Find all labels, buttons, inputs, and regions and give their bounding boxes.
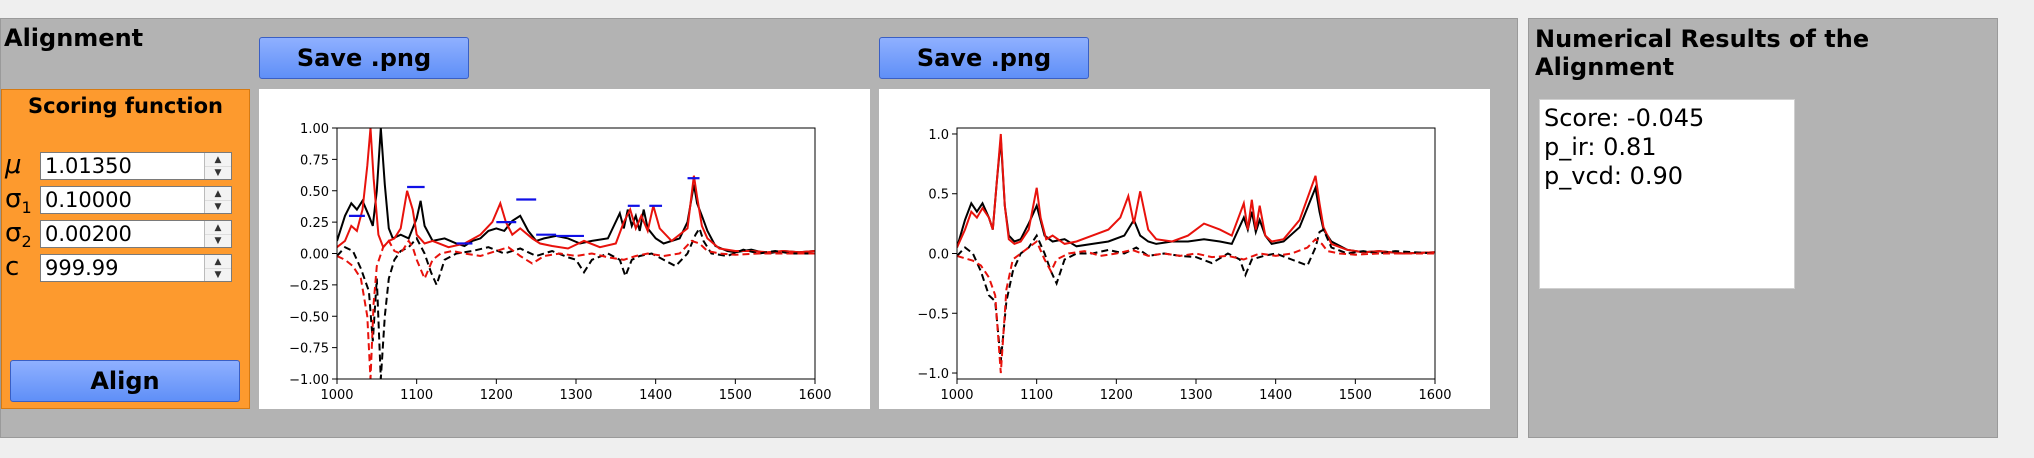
series-line-3 (957, 237, 1435, 374)
y-tick-label: 1.0 (928, 128, 949, 143)
sigma1-spinner[interactable]: ▲ ▼ (204, 187, 231, 213)
p-vcd-value: p_vcd: 0.90 (1544, 162, 1684, 190)
y-tick-label: −0.50 (289, 310, 329, 325)
series-line-0 (957, 138, 1435, 255)
series-line-1 (337, 128, 815, 254)
plot-area (337, 128, 815, 379)
y-tick-label: 0.25 (300, 216, 329, 231)
series-line-3 (337, 239, 815, 379)
x-tick-label: 1000 (320, 388, 353, 403)
y-tick-label: 0.5 (928, 188, 949, 203)
spin-up-icon[interactable]: ▲ (205, 221, 231, 235)
y-tick-label: 0.75 (300, 153, 329, 168)
c-spinner[interactable]: ▲ ▼ (204, 255, 231, 281)
x-tick-label: 1100 (1020, 388, 1053, 403)
x-tick-label: 1500 (1339, 388, 1372, 403)
y-tick-label: −0.25 (289, 279, 329, 294)
param-row-sigma1: σ1 0.10000 ▲ ▼ (2, 184, 242, 217)
x-tick-label: 1000 (940, 388, 973, 403)
spin-up-icon[interactable]: ▲ (205, 153, 231, 167)
scoring-function-box: Scoring function μ 1.01350 ▲ ▼ σ1 0.1000… (1, 89, 250, 409)
spin-down-icon[interactable]: ▼ (214, 201, 222, 212)
chart-1-svg: 1000 1100 1200 1300 1400 1500 1600 1.00 0.75 0.50… (289, 122, 831, 403)
results-panel: Numerical Results of the Alignment Score… (1528, 18, 1998, 438)
c-input[interactable]: 999.99 ▲ ▼ (40, 254, 232, 282)
sigma2-input[interactable]: 0.00200 ▲ ▼ (40, 220, 232, 248)
param-row-c: c 999.99 ▲ ▼ (2, 252, 242, 282)
p-ir-value: p_ir: 0.81 (1544, 133, 1657, 161)
x-tick-label: 1400 (639, 388, 672, 403)
x-tick-label: 1300 (1179, 388, 1212, 403)
save-png-button-2[interactable]: Save .png (879, 37, 1089, 79)
sigma2-spinner[interactable]: ▲ ▼ (204, 221, 231, 247)
y-tick-label: 0.0 (928, 248, 949, 263)
y-tick-label: −1.0 (917, 367, 949, 382)
save-png-button-1[interactable]: Save .png (259, 37, 469, 79)
results-title: Numerical Results of the Alignment (1535, 25, 1870, 81)
x-tick-label: 1200 (1100, 388, 1133, 403)
param-row-mu: μ 1.01350 ▲ ▼ (2, 150, 242, 180)
param-row-sigma2: σ2 0.00200 ▲ ▼ (2, 218, 242, 251)
score-value: Score: -0.045 (1544, 104, 1705, 132)
plot-area (957, 133, 1435, 374)
y-tick-label: 1.00 (300, 122, 329, 137)
param-label-mu: μ (5, 150, 22, 180)
plot-after-alignment: 1000 1100 1200 1300 1400 1500 1600 1.0 0.5 0.0 −0.… (879, 89, 1490, 409)
spin-up-icon[interactable]: ▲ (205, 187, 231, 201)
scoring-function-title: Scoring function (28, 94, 223, 118)
series-line-2 (957, 228, 1435, 362)
results-box: Score: -0.045 p_ir: 0.81 p_vcd: 0.90 (1539, 99, 1795, 289)
param-label-sigma1: σ1 (5, 184, 32, 218)
align-button[interactable]: Align (10, 360, 240, 402)
x-tick-label: 1400 (1259, 388, 1292, 403)
mu-input[interactable]: 1.01350 ▲ ▼ (40, 152, 232, 180)
spin-down-icon[interactable]: ▼ (214, 269, 222, 280)
x-tick-label: 1500 (719, 388, 752, 403)
chart-2-svg: 1000 1100 1200 1300 1400 1500 1600 1.0 0.5 0.0 −0.… (917, 127, 1452, 403)
series-line-1 (957, 133, 1435, 255)
x-tick-label: 1300 (559, 388, 592, 403)
x-tick-label: 1600 (798, 388, 831, 403)
param-label-sigma2: σ2 (5, 218, 32, 252)
mu-spinner[interactable]: ▲ ▼ (204, 153, 231, 179)
alignment-panel: Alignment Save .png Save .png Scoring fu… (0, 18, 1518, 438)
y-tick-label: 0.50 (300, 185, 329, 200)
series-line-0 (337, 128, 815, 255)
series-line-2 (337, 226, 815, 379)
sigma1-input[interactable]: 0.10000 ▲ ▼ (40, 186, 232, 214)
param-label-c: c (5, 252, 20, 282)
alignment-title: Alignment (4, 24, 144, 52)
y-tick-label: −0.5 (917, 307, 949, 322)
y-tick-label: −1.00 (289, 373, 329, 388)
spin-down-icon[interactable]: ▼ (214, 167, 222, 178)
x-tick-label: 1600 (1418, 388, 1451, 403)
y-tick-label: −0.75 (289, 342, 329, 357)
spin-up-icon[interactable]: ▲ (205, 255, 231, 269)
plot-before-alignment: 1000 1100 1200 1300 1400 1500 1600 1.00 0.75 0.50… (259, 89, 870, 409)
y-tick-label: 0.00 (300, 248, 329, 263)
x-tick-label: 1100 (400, 388, 433, 403)
spin-down-icon[interactable]: ▼ (214, 235, 222, 246)
x-tick-label: 1200 (480, 388, 513, 403)
